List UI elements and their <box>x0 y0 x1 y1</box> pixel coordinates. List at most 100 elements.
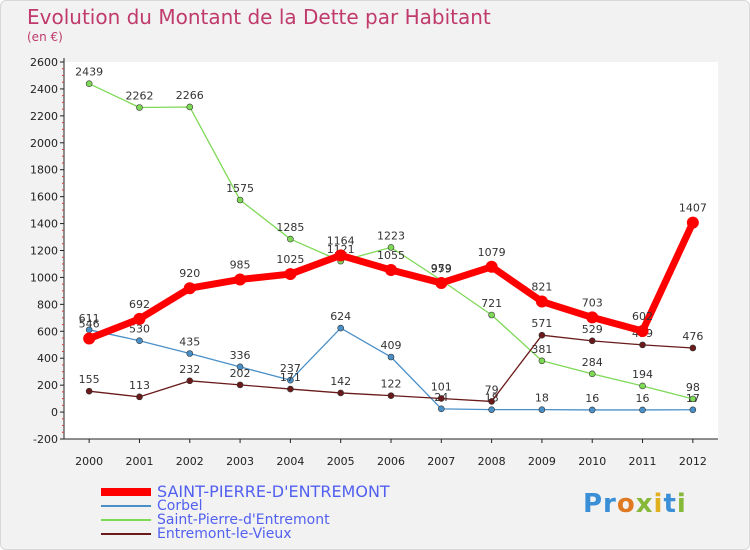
data-label: 920 <box>179 267 200 280</box>
data-point <box>438 405 445 413</box>
data-point <box>186 377 194 385</box>
data-label: 113 <box>129 379 150 392</box>
data-point <box>535 295 548 308</box>
data-point <box>438 395 445 402</box>
data-label: 1575 <box>226 182 254 195</box>
data-label: 16 <box>585 392 599 405</box>
data-label: 284 <box>582 356 603 369</box>
data-label: 959 <box>431 262 452 275</box>
data-label: 155 <box>79 373 100 386</box>
x-tick-label: 2000 <box>75 455 103 468</box>
y-tick-label: 1600 <box>30 191 58 204</box>
data-label: 721 <box>481 297 502 310</box>
data-point <box>287 385 294 393</box>
data-label: 336 <box>230 349 251 362</box>
chart-title: Evolution du Montant de la Dette par Hab… <box>27 5 491 29</box>
data-point <box>387 244 395 251</box>
data-label: 476 <box>682 330 703 343</box>
data-label: 435 <box>179 336 200 349</box>
data-label: 16 <box>636 392 650 405</box>
data-point <box>636 325 649 338</box>
legend-swatch <box>101 488 151 496</box>
data-label: 985 <box>230 258 251 271</box>
data-label: 624 <box>330 310 351 323</box>
data-point <box>385 264 397 277</box>
legend-label: SAINT-PIERRE-D'ENTREMONT <box>157 482 390 501</box>
data-point <box>588 337 596 345</box>
data-label: 1025 <box>276 253 304 266</box>
x-tick-label: 2001 <box>125 455 153 468</box>
data-point <box>337 389 344 397</box>
data-point <box>588 406 596 414</box>
data-point <box>136 104 143 111</box>
data-point <box>236 381 244 389</box>
series-corbel: 611530435336237624409241818161617 <box>79 310 700 414</box>
data-point <box>287 376 294 384</box>
y-tick-label: 2600 <box>30 56 58 69</box>
data-label: 1407 <box>679 202 707 215</box>
data-label: 1285 <box>276 221 304 234</box>
data-point <box>387 353 395 361</box>
data-point <box>639 406 646 414</box>
data-label: 98 <box>686 381 700 394</box>
x-tick-label: 2006 <box>377 455 405 468</box>
data-label: 2266 <box>176 89 204 102</box>
y-tick-label: 1000 <box>30 271 58 284</box>
chart-subtitle: (en €) <box>27 30 63 44</box>
data-point <box>287 235 294 243</box>
data-point <box>387 392 395 399</box>
data-label: 571 <box>531 317 552 330</box>
data-point <box>538 357 546 365</box>
y-tick-label: 1400 <box>30 218 58 231</box>
data-label: 409 <box>381 339 402 352</box>
data-label: 122 <box>381 378 402 391</box>
data-point <box>435 276 448 289</box>
legend-item: Entremont-le-Vieux <box>101 527 390 541</box>
legend-label: Entremont-le-Vieux <box>157 526 292 542</box>
data-label: 18 <box>535 392 549 405</box>
proxiti-logo: Proxiti <box>583 489 687 519</box>
data-point <box>85 387 93 395</box>
data-point <box>588 370 596 378</box>
y-tick-label: 600 <box>37 325 58 338</box>
data-label: 202 <box>230 367 251 380</box>
x-tick-label: 2002 <box>176 455 204 468</box>
data-point <box>639 341 646 349</box>
data-label: 602 <box>632 310 653 323</box>
data-label: 979 <box>431 262 452 275</box>
x-tick-label: 2012 <box>679 455 707 468</box>
data-point <box>85 80 93 87</box>
x-tick-label: 2009 <box>528 455 556 468</box>
y-tick-label: 1200 <box>30 245 58 258</box>
series-entremont-le-vieux: 15511323220217114212210179571529499476 <box>79 317 703 405</box>
x-tick-label: 2007 <box>427 455 455 468</box>
data-label: 529 <box>582 323 603 336</box>
data-point <box>136 337 143 345</box>
data-label: 237 <box>280 362 301 375</box>
data-point <box>236 196 244 204</box>
data-label: 2439 <box>75 66 103 79</box>
data-point <box>133 312 146 325</box>
data-point <box>639 382 646 390</box>
legend-swatch <box>101 505 151 507</box>
data-label: 611 <box>79 312 100 325</box>
data-label: 101 <box>431 380 452 393</box>
y-tick-label: 0 <box>51 406 58 419</box>
y-tick-label: -200 <box>33 433 58 446</box>
x-tick-label: 2008 <box>478 455 506 468</box>
x-tick-label: 2011 <box>629 455 657 468</box>
data-label: 1164 <box>327 234 355 247</box>
data-label: 1055 <box>377 249 405 262</box>
data-point <box>488 406 495 413</box>
data-point <box>337 324 344 332</box>
data-point <box>689 395 697 403</box>
data-point <box>538 331 546 339</box>
data-point <box>488 398 495 405</box>
data-point <box>83 332 96 345</box>
legend-swatch <box>101 533 151 535</box>
data-label: 1079 <box>478 246 506 259</box>
y-tick-label: 1800 <box>30 164 58 177</box>
x-tick-label: 2003 <box>226 455 254 468</box>
